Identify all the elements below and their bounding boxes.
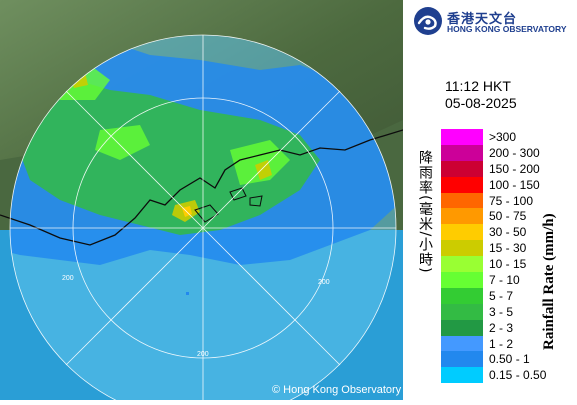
legend-row: 3 - 5 <box>441 303 577 320</box>
radial-line-sw <box>65 227 204 366</box>
legend-label: 10 - 15 <box>489 257 527 272</box>
observation-time: 11:12 HKT <box>445 78 511 94</box>
legend-row: 15 - 30 <box>441 240 577 257</box>
legend-swatch <box>441 160 483 177</box>
rain-echo-medium <box>15 75 320 235</box>
legend-label: 15 - 30 <box>489 241 527 256</box>
legend-swatch <box>441 272 483 288</box>
radar-map-svg: 200 200 200 <box>0 0 404 405</box>
islands <box>194 187 263 223</box>
legend-swatch <box>441 367 483 384</box>
range-label-east: 200 <box>318 279 330 286</box>
legend-row: 200 - 300 <box>441 144 577 161</box>
legend-label: 5 - 7 <box>489 288 514 303</box>
range-label-west: 200 <box>62 275 74 282</box>
observatory-name-cn: 香港天文台 <box>447 12 518 27</box>
legend-label: 0.15 - 0.50 <box>489 368 547 383</box>
legend-swatch <box>441 129 483 145</box>
legend-swatch <box>441 240 483 257</box>
legend-row: 30 - 50 <box>441 224 577 241</box>
observation-date: 05-08-2025 <box>445 95 517 111</box>
legend-title-en: Rainfall Rate (mm/h) <box>541 213 557 350</box>
legend-row: 1 - 2 <box>441 335 577 352</box>
legend-swatch <box>441 319 483 336</box>
rain-echoes <box>10 40 396 265</box>
radar-map: 200 200 200 © Hong Kong Observatory <box>0 0 404 405</box>
legend-swatch <box>441 303 483 320</box>
legend-row: 0.50 - 1 <box>441 351 577 368</box>
radial-line-se <box>202 227 341 366</box>
legend-label: 30 - 50 <box>489 225 527 240</box>
legend-label: 50 - 75 <box>489 209 527 224</box>
legend-label: 7 - 10 <box>489 273 520 288</box>
legend-label: >300 <box>489 130 517 144</box>
legend-row: 5 - 7 <box>441 287 577 304</box>
legend-row: 150 - 200 <box>441 160 577 177</box>
copyright-text: © Hong Kong Observatory <box>272 384 402 396</box>
legend-swatch <box>441 208 483 225</box>
rainfall-legend: >300 200 - 300 150 - 200 100 - 150 75 - 100 5… <box>441 129 577 384</box>
radial-line-nw <box>65 90 204 229</box>
rain-echo-moderate <box>50 65 290 185</box>
legend-row: 2 - 3 <box>441 319 577 336</box>
info-panel: 香港天文台 HONG KONG OBSERVATORY 11:12 HKT 05… <box>403 0 577 400</box>
legend-swatch <box>441 351 483 368</box>
range-grid <box>9 34 397 405</box>
legend-row: 0.15 - 0.50 <box>441 367 577 384</box>
legend-row: 100 - 150 <box>441 176 577 193</box>
observatory-logo: 香港天文台 HONG KONG OBSERVATORY <box>413 6 575 36</box>
stray-echo <box>186 292 189 295</box>
legend-label: 2 - 3 <box>489 320 514 335</box>
legend-row: 10 - 15 <box>441 256 577 273</box>
legend-label: 0.50 - 1 <box>489 352 530 367</box>
legend-label: 1 - 2 <box>489 336 514 351</box>
range-label-south: 200 <box>197 351 209 358</box>
legend-label: 75 - 100 <box>489 193 534 208</box>
legend-swatch <box>441 335 483 352</box>
legend-label: 100 - 150 <box>489 177 540 192</box>
legend-swatch <box>441 176 483 193</box>
legend-swatch <box>441 144 483 161</box>
legend-swatch <box>441 287 483 304</box>
radial-line-ne <box>202 90 341 229</box>
legend-row: 50 - 75 <box>441 208 577 225</box>
legend-label: 150 - 200 <box>489 161 540 176</box>
coastline <box>0 129 404 246</box>
legend-row: 7 - 10 <box>441 272 577 288</box>
legend-label: 200 - 300 <box>489 145 540 160</box>
observatory-name-en: HONG KONG OBSERVATORY <box>447 24 567 34</box>
legend-title-cn: 降雨率(毫米/小時) <box>417 150 433 274</box>
legend-row: >300 <box>441 129 577 145</box>
legend-label: 3 - 5 <box>489 304 514 319</box>
legend-swatch <box>441 256 483 273</box>
legend-swatch <box>441 224 483 241</box>
legend-row: 75 - 100 <box>441 192 577 209</box>
legend-swatch <box>441 192 483 209</box>
observatory-seal-icon <box>414 7 442 35</box>
